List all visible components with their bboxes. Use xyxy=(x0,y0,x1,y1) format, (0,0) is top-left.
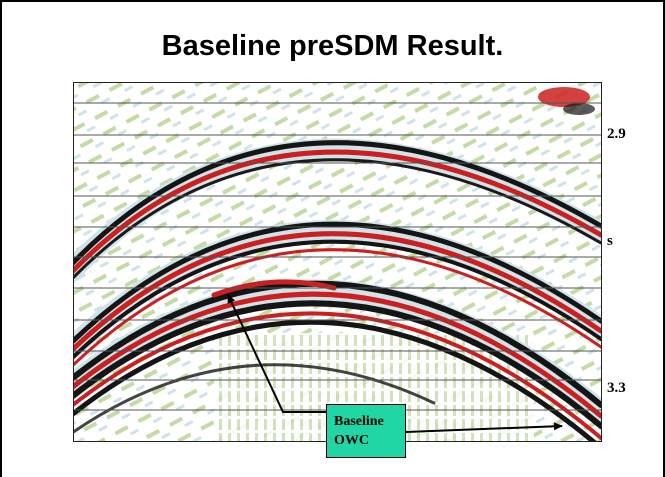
time-label-s: s xyxy=(607,233,613,250)
callout-line-1: Baseline xyxy=(334,412,405,431)
slide-title: Baseline preSDM Result. xyxy=(0,30,665,63)
seismic-section-image xyxy=(73,82,602,442)
baseline-owc-callout: Baseline OWC xyxy=(326,404,406,458)
callout-line-2: OWC xyxy=(334,431,405,450)
time-label-3-3: 3.3 xyxy=(607,380,626,397)
time-label-2-9: 2.9 xyxy=(607,126,626,143)
